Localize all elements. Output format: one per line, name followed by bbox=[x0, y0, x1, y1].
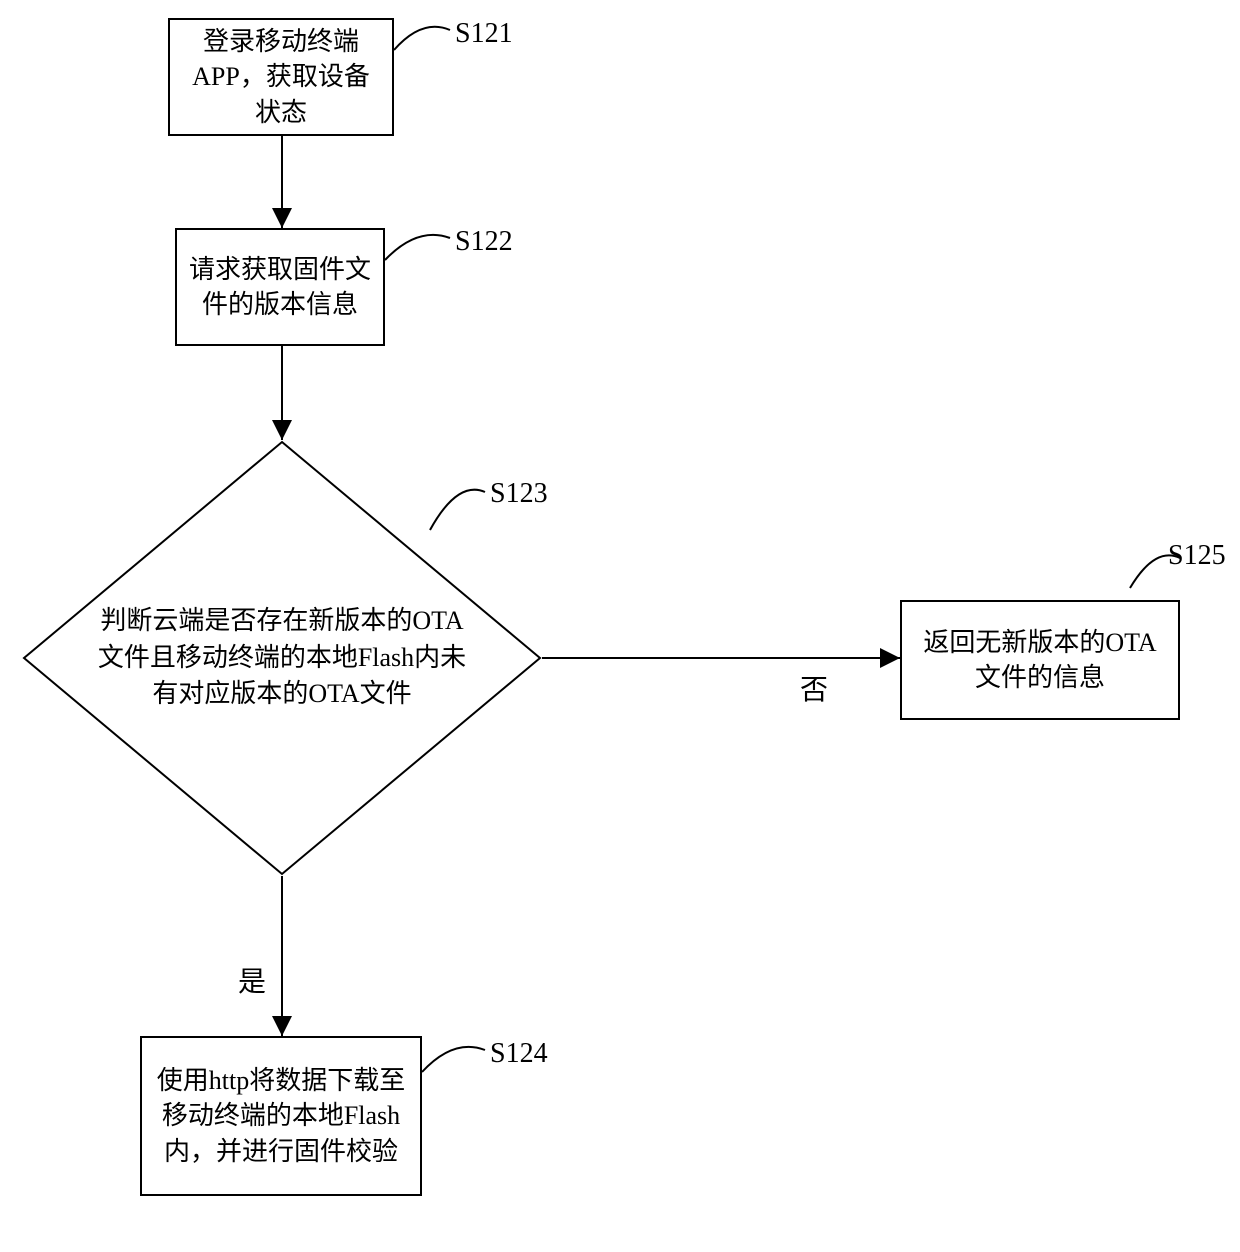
node-s124-text: 使用http将数据下载至移动终端的本地Flash内，并进行固件校验 bbox=[152, 1063, 410, 1168]
label-s123: S123 bbox=[490, 478, 548, 510]
label-s124: S124 bbox=[490, 1038, 548, 1070]
node-s125-text: 返回无新版本的OTA文件的信息 bbox=[912, 625, 1168, 695]
node-s122: 请求获取固件文件的版本信息 bbox=[175, 228, 385, 346]
node-s121-text: 登录移动终端APP，获取设备状态 bbox=[180, 24, 382, 129]
edge-label-no: 否 bbox=[800, 668, 828, 708]
label-s125: S125 bbox=[1168, 540, 1226, 572]
node-s123: 判断云端是否存在新版本的OTA文件且移动终端的本地Flash内未有对应版本的OT… bbox=[22, 440, 542, 876]
label-s122: S122 bbox=[455, 226, 513, 258]
node-s124: 使用http将数据下载至移动终端的本地Flash内，并进行固件校验 bbox=[140, 1036, 422, 1196]
node-s122-text: 请求获取固件文件的版本信息 bbox=[187, 252, 373, 322]
node-s121: 登录移动终端APP，获取设备状态 bbox=[168, 18, 394, 136]
edge-label-yes: 是 bbox=[238, 960, 266, 1000]
label-s121: S121 bbox=[455, 18, 513, 50]
node-s123-text: 判断云端是否存在新版本的OTA文件且移动终端的本地Flash内未有对应版本的OT… bbox=[92, 550, 472, 766]
node-s125: 返回无新版本的OTA文件的信息 bbox=[900, 600, 1180, 720]
